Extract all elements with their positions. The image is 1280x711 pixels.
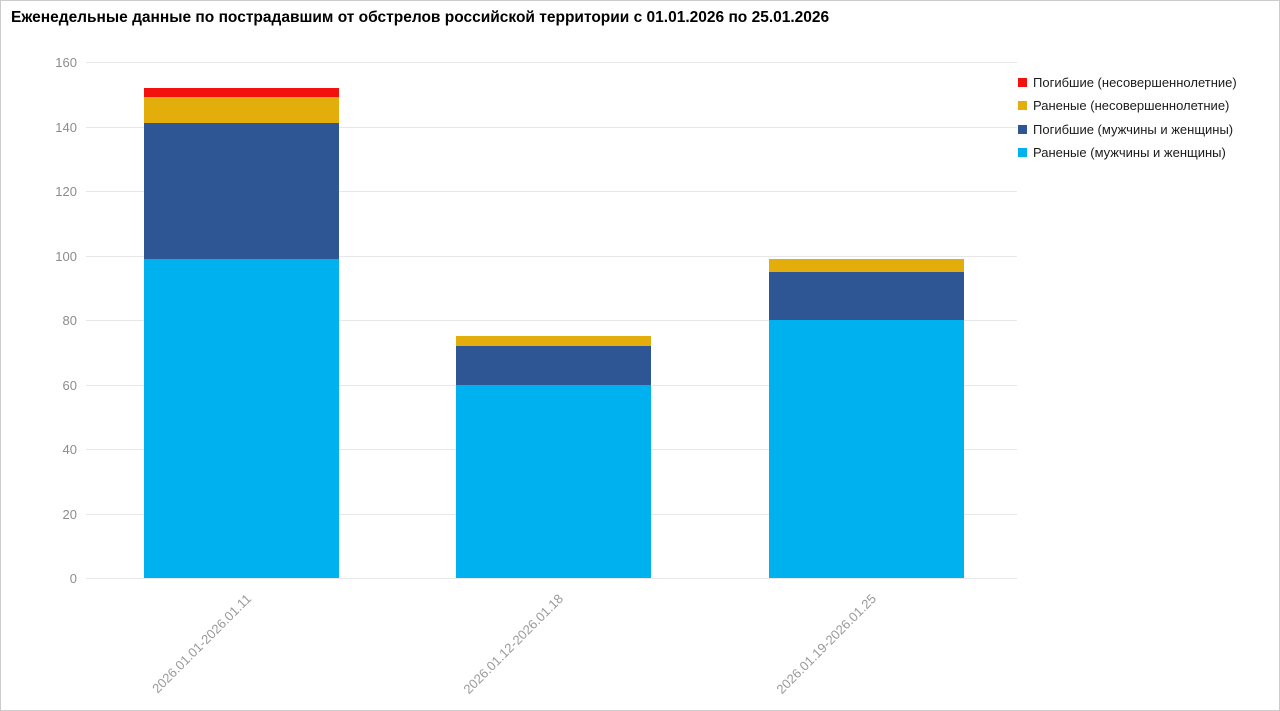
bar-segment-Раненые (несовершеннолетние) — [143, 97, 339, 124]
legend-item: Раненые (несовершеннолетние) — [1018, 94, 1237, 117]
x-axis-tick-label: 2026.01.19-2026.01.25 — [772, 591, 879, 697]
legend-item: Погибшие (мужчины и женщины) — [1018, 118, 1237, 141]
legend-color-swatch-icon — [1018, 124, 1027, 134]
bar-segment-Погибшие (мужчины и женщины) — [456, 345, 651, 385]
legend-item-label: Погибшие (несовершеннолетние) — [1033, 75, 1237, 91]
y-axis-tick-label: 40 — [62, 442, 77, 457]
legend-item: Погибшие (несовершеннолетние) — [1018, 71, 1237, 94]
chart-title: Еженедельные данные по пострадавшим от о… — [11, 9, 830, 26]
y-axis-tick-label: 100 — [55, 248, 77, 264]
gridline-y-140 — [86, 126, 1017, 128]
legend-item: Раненые (мужчины и женщины) — [1018, 141, 1237, 164]
bar-segment-Погибшие (мужчины и женщины) — [143, 123, 339, 259]
bar-segment-Раненые (мужчины и женщины) — [768, 319, 964, 578]
gridline-y-100 — [86, 255, 1017, 257]
bar-2026.01.19-2026.01.25 — [768, 258, 964, 578]
gridline-y-80 — [86, 320, 1017, 321]
x-axis-tick-label: 2026.01.12-2026.01.18 — [460, 591, 567, 697]
bar-2026.01.01-2026.01.11 — [143, 87, 339, 578]
bar-segment-Раненые (мужчины и женщины) — [143, 258, 339, 578]
legend-color-swatch-icon — [1018, 148, 1027, 158]
y-axis-tick-label: 20 — [62, 506, 77, 522]
y-axis-tick-label: 80 — [62, 313, 77, 328]
y-axis-tick-label: 120 — [55, 184, 77, 199]
legend-color-swatch-icon — [1018, 78, 1027, 88]
legend-color-swatch-icon — [1018, 101, 1027, 111]
gridline-y-160 — [86, 62, 1017, 63]
legend: Погибшие (несовершеннолетние) Раненые (не… — [1018, 71, 1237, 164]
legend-item-label: Раненые (мужчины и женщины) — [1033, 145, 1226, 161]
bar-segment-Раненые (мужчины и женщины) — [456, 384, 651, 578]
y-axis-tick-label: 60 — [62, 377, 77, 393]
gridline-y-120 — [86, 191, 1017, 192]
legend-item-label: Погибшие (мужчины и женщины) — [1033, 121, 1234, 137]
bar-segment-Погибшие (несовершеннолетние) — [143, 87, 339, 98]
y-axis-tick-label: 0 — [69, 571, 77, 586]
bar-segment-Раненые (несовершеннолетние) — [768, 258, 964, 272]
y-axis-tick-label: 160 — [55, 55, 77, 70]
y-axis-tick-label: 140 — [55, 119, 77, 135]
bar-2026.01.12-2026.01.18 — [456, 336, 651, 578]
x-axis-tick-label: 2026.01.01-2026.01.11 — [148, 591, 254, 697]
bar-segment-Погибшие (мужчины и женщины) — [768, 271, 964, 320]
legend-item-label: Раненые (несовершеннолетние) — [1033, 98, 1230, 114]
bar-segment-Раненые (несовершеннолетние) — [456, 336, 651, 346]
gridline-y-0 — [86, 578, 1017, 579]
